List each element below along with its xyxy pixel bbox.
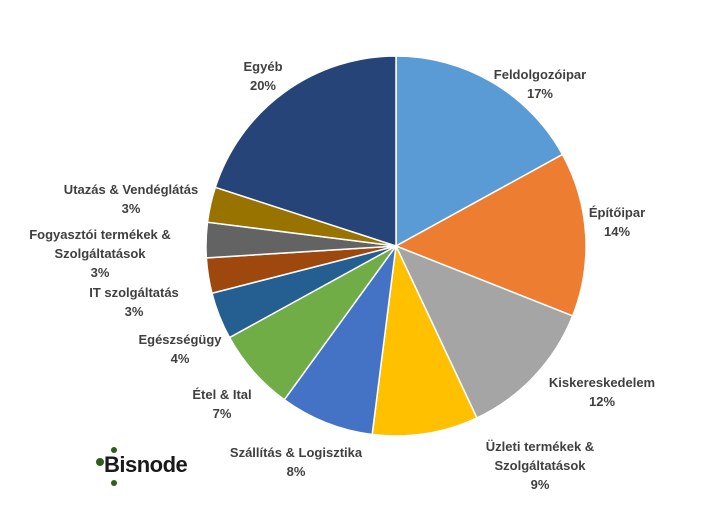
category-label: Építőipar — [588, 205, 646, 220]
value-label: 3% — [124, 304, 144, 319]
category-label: IT szolgáltatás — [89, 285, 179, 300]
value-label: 9% — [530, 477, 550, 492]
category-label: Szállítás & Logisztika — [229, 445, 363, 460]
slice-label: Szállítás & Logisztika 8% — [230, 443, 362, 481]
pie-slice — [394, 244, 574, 419]
value-label: 20% — [249, 78, 277, 93]
value-label: 3% — [121, 201, 141, 216]
slice-label: Egyéb 20% — [243, 57, 282, 95]
slice-label: Kiskereskedelem 12% — [549, 373, 655, 411]
category-label: Étel & Ital — [192, 387, 252, 402]
slice-label: Egészségügy 4% — [138, 330, 221, 368]
category-label: Fogyasztói termékek & Szolgáltatások — [29, 227, 171, 261]
logo: Bisnode — [104, 452, 188, 477]
slice-label: Fogyasztói termékek & Szolgáltatások 3% — [10, 225, 190, 282]
logo-dot — [111, 480, 117, 486]
category-label: Egyéb — [243, 59, 283, 74]
slice-label: Étel & Ital 7% — [192, 385, 251, 423]
category-label: Kiskereskedelem — [548, 375, 656, 390]
value-label: 4% — [170, 351, 190, 366]
value-label: 3% — [90, 265, 110, 280]
slice-label: Utazás & Vendéglátás 3% — [64, 180, 198, 218]
category-label: Egészségügy — [138, 332, 222, 347]
slice-label: IT szolgáltatás 3% — [89, 283, 179, 321]
value-label: 14% — [603, 224, 631, 239]
pie-slice — [283, 245, 397, 436]
value-label: 17% — [526, 86, 554, 101]
category-label: Utazás & Vendéglátás — [63, 182, 199, 197]
value-label: 7% — [212, 406, 232, 421]
logo-dot — [96, 458, 104, 466]
pie-slice — [394, 153, 587, 317]
pie-slice — [371, 243, 478, 437]
value-label: 12% — [588, 394, 616, 409]
slice-label: Építőipar 14% — [589, 203, 645, 241]
value-label: 8% — [286, 464, 306, 479]
pie-slice — [395, 55, 564, 248]
logo-dot — [111, 447, 117, 453]
slice-label: Üzleti termékek & Szolgáltatások 9% — [457, 437, 624, 494]
category-label: Üzleti termékek & Szolgáltatások — [485, 439, 595, 473]
category-label: Feldolgozóipar — [493, 67, 587, 82]
pie-slice — [214, 55, 397, 248]
slice-label: Feldolgozóipar 17% — [494, 65, 586, 103]
